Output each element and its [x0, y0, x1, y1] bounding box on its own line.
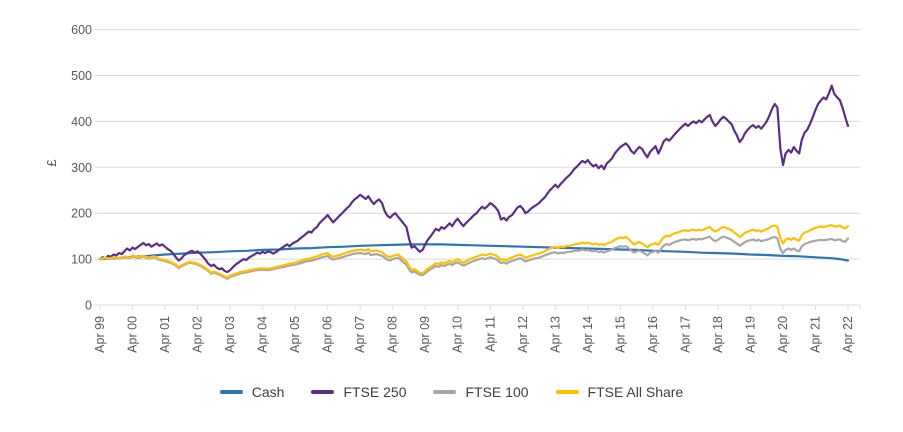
- x-tick-label: Apr 99: [93, 316, 107, 353]
- y-tick-label: 600: [71, 23, 92, 37]
- x-tick-label: Apr 11: [483, 316, 497, 352]
- series-line-ftse-all-share: [98, 224, 850, 279]
- x-tick-label: Apr 13: [548, 316, 562, 353]
- x-tick-label: Apr 10: [451, 316, 465, 353]
- x-tick-label: Apr 02: [191, 316, 205, 353]
- y-tick-label: 0: [85, 299, 92, 313]
- y-tick-label: 300: [71, 161, 92, 175]
- legend-item-ftse-all-share: FTSE All Share: [555, 384, 684, 400]
- x-tick-label: Apr 05: [288, 316, 302, 353]
- ftse100-line-swatch: [433, 390, 457, 394]
- legend-item-ftse100: FTSE 100: [433, 384, 529, 400]
- series-line-cash: [98, 243, 850, 262]
- legend-label-cash: Cash: [251, 384, 285, 400]
- series-line-ftse-250: [98, 84, 850, 274]
- x-tick-label: Apr 01: [158, 316, 172, 353]
- x-tick-label: Apr 22: [841, 316, 855, 353]
- ftse250-line-swatch: [311, 390, 335, 394]
- x-tick-label: Apr 03: [223, 316, 237, 353]
- legend-label-ftse250: FTSE 250: [343, 384, 407, 400]
- x-tick-label: Apr 21: [808, 316, 822, 353]
- ftse-all-share-line-swatch: [555, 390, 579, 394]
- x-tick-label: Apr 15: [613, 316, 627, 353]
- x-tick-label: Apr 12: [516, 316, 530, 353]
- x-tick-label: Apr 06: [321, 316, 335, 353]
- series-line-ftse-100: [98, 235, 850, 280]
- y-tick-label: 200: [71, 207, 92, 221]
- x-tick-label: Apr 00: [126, 316, 140, 353]
- y-tick-label: 400: [71, 115, 92, 129]
- y-tick-label: 500: [71, 69, 92, 83]
- y-tick-label: 100: [71, 253, 92, 267]
- x-tick-label: Apr 18: [711, 316, 725, 353]
- x-tick-label: Apr 07: [353, 316, 367, 353]
- x-tick-label: Apr 08: [386, 316, 400, 353]
- x-tick-label: Apr 09: [418, 316, 432, 353]
- legend-label-ftse100: FTSE 100: [465, 384, 529, 400]
- x-tick-label: Apr 04: [256, 316, 270, 353]
- x-tick-label: Apr 19: [743, 316, 757, 353]
- y-axis-title: £: [44, 159, 59, 167]
- x-tick-label: Apr 17: [678, 316, 692, 353]
- legend-item-cash: Cash: [219, 384, 285, 400]
- x-tick-label: Apr 20: [776, 316, 790, 353]
- legend-label-ftse-all-share: FTSE All Share: [587, 384, 684, 400]
- legend-item-ftse250: FTSE 250: [311, 384, 406, 400]
- x-tick-label: Apr 14: [581, 316, 595, 353]
- x-tick-label: Apr 16: [646, 316, 660, 353]
- cash-line-swatch: [219, 390, 243, 394]
- legend: Cash FTSE 250 FTSE 100 FTSE All Share: [0, 380, 903, 404]
